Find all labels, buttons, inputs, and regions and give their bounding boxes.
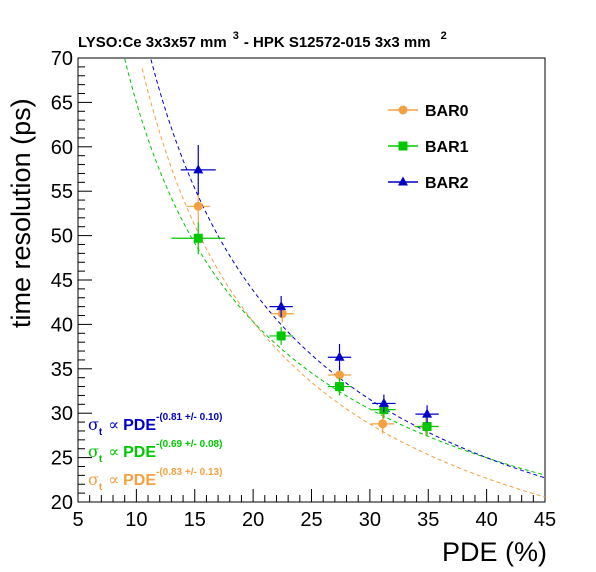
x-tick-label: 20 [242,509,264,531]
legend-entry-bar0: BAR0 [388,103,469,120]
data-point-bar2 [327,343,352,371]
y-tick-label: 40 [51,314,73,336]
x-tick-label: 45 [534,509,556,531]
y-axis-ticks: 20 25 30 35 40 45 50 55 60 65 70 [51,48,92,514]
y-tick-label: 65 [51,92,73,114]
legend-entry-bar1: BAR1 [388,139,469,156]
y-tick-label: 20 [51,492,73,514]
data-point-bar0 [186,190,210,223]
data-point-bar2 [180,145,216,195]
x-axis-title: PDE (%) [442,537,547,567]
legend-label-bar1: BAR1 [425,139,469,156]
fit-annotation-bar1: σt ∝ PDE-(0.69 +/- 0.08) [88,439,222,465]
data-point-bar1 [171,222,226,255]
fit-curve-bar2 [150,59,546,479]
data-point-bar0 [270,304,294,323]
svg-text:σt∝PDE-(0.83 +/- 0.13): σt ∝ PDE-(0.83 +/- 0.13) [88,467,222,493]
svg-text:σt∝PDE-(0.81 +/- 0.10): σt ∝ PDE-(0.81 +/- 0.10) [88,412,222,438]
legend: BAR0 BAR1 BAR2 [388,103,469,192]
legend-label-bar2: BAR2 [425,175,469,192]
fit-curve-bar0 [141,68,546,498]
y-tick-label: 50 [51,226,73,248]
x-tick-label: 15 [184,509,206,531]
fit-annotation-bar2: σt ∝ PDE-(0.81 +/- 0.10) [88,412,222,438]
x-tick-label: 5 [72,509,83,531]
x-axis-ticks: 5 10 15 20 25 30 35 40 45 [72,489,556,531]
data-point-bar2 [415,405,439,423]
y-tick-label: 60 [51,137,73,159]
fit-annotation-bar0: σt ∝ PDE-(0.83 +/- 0.13) [88,467,222,493]
data-point-bar1 [327,377,352,396]
y-tick-label: 55 [51,181,73,203]
x-tick-label: 35 [417,509,439,531]
data-points [171,145,439,436]
fit-curve-bar1 [124,58,546,476]
x-tick-label: 10 [125,509,147,531]
y-tick-label: 30 [51,403,73,425]
y-tick-label: 70 [51,48,73,70]
y-axis-title: time resolution (ps) [6,98,36,328]
data-point-bar0 [371,414,395,434]
y-tick-label: 45 [51,270,73,292]
x-tick-label: 40 [476,509,498,531]
y-tick-label: 35 [51,359,73,381]
data-point-bar2 [372,394,396,413]
data-point-bar1 [269,327,293,345]
svg-text:σt∝PDE-(0.69 +/- 0.08): σt ∝ PDE-(0.69 +/- 0.08) [88,439,222,465]
legend-entry-bar2: BAR2 [388,175,469,192]
fit-curves [124,58,546,498]
plot-frame [77,57,546,503]
chart-title: LYSO:Ce 3x3x57 mm 3- HPK S12572-015 3x3 m… [78,30,447,51]
data-point-bar2 [269,295,293,318]
x-tick-label: 25 [300,509,322,531]
y-tick-label: 25 [51,448,73,470]
x-tick-label: 30 [359,509,381,531]
legend-label-bar0: BAR0 [425,103,469,120]
